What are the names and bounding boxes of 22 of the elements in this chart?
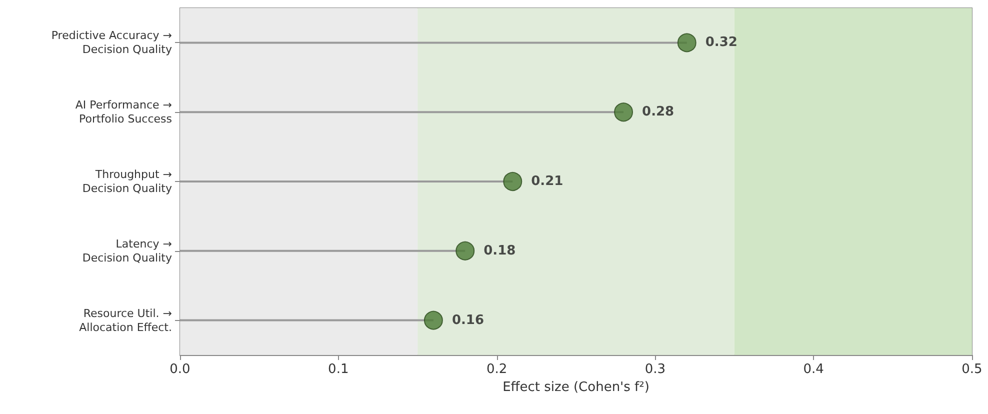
data-label: 0.18 xyxy=(484,243,516,258)
data-label: 0.21 xyxy=(531,174,564,189)
data-label: 0.32 xyxy=(705,35,738,50)
data-label: 0.28 xyxy=(642,104,674,120)
point xyxy=(614,102,634,122)
x-tick-label: 0.2 xyxy=(486,362,508,377)
y-tick-label: Throughput → Decision Quality xyxy=(82,168,172,195)
point xyxy=(503,172,522,191)
point xyxy=(677,33,696,52)
data-label: 0.16 xyxy=(452,312,484,328)
y-tick-label: Resource Util. → Allocation Effect. xyxy=(79,306,172,334)
x-axis-title: Effect size (Cohen's f²) xyxy=(502,380,650,395)
x-tick-label: 0.0 xyxy=(170,362,190,377)
point xyxy=(456,241,475,260)
y-tick-label: Predictive Accuracy → Decision Quality xyxy=(51,29,172,56)
y-tick-label: AI Performance → Portfolio Success xyxy=(75,98,172,126)
x-tick-label: 0.4 xyxy=(803,362,824,377)
point xyxy=(424,310,443,330)
x-tick-label: 0.1 xyxy=(328,362,349,377)
x-tick-label: 0.3 xyxy=(644,362,666,377)
x-tick-label: 0.5 xyxy=(962,362,982,377)
y-tick-label: Latency → Decision Quality xyxy=(82,237,172,264)
